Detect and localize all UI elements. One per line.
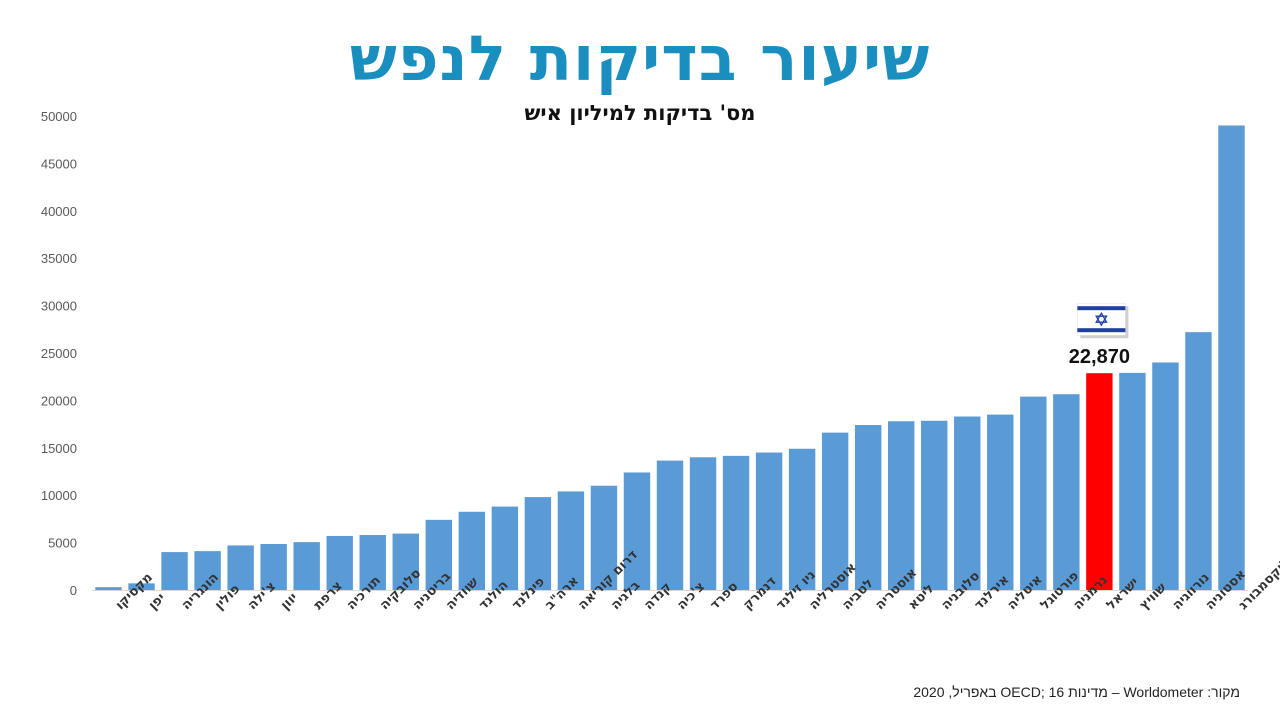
x-tick-label: יוון	[278, 590, 301, 613]
bar	[458, 511, 486, 590]
bar	[722, 455, 750, 590]
y-axis: 0 5000 10000 15000 20000 25000 30000 35000 40000…	[41, 109, 77, 598]
y-tick-label: 25000	[41, 346, 77, 361]
bar	[921, 420, 948, 590]
chart-subtitle: מס' בדיקות למיליון איש	[524, 101, 756, 125]
bar	[623, 472, 651, 590]
page-title: שיעור בדיקות לנפש	[349, 22, 931, 95]
bar-highlight	[1086, 373, 1113, 590]
bar	[656, 460, 684, 590]
bar	[161, 552, 188, 590]
y-tick-label: 35000	[41, 251, 77, 266]
y-tick-label: 30000	[41, 299, 77, 314]
y-tick-label: 15000	[41, 441, 77, 456]
bar	[821, 432, 849, 590]
y-tick-label: 45000	[41, 156, 77, 171]
bar	[788, 448, 816, 590]
y-tick-label: 0	[70, 583, 77, 598]
bar	[194, 551, 221, 590]
bar	[128, 583, 155, 590]
bar	[987, 414, 1014, 590]
bar	[954, 416, 981, 590]
bar	[557, 491, 585, 590]
bar	[689, 457, 717, 590]
y-tick-label: 5000	[48, 536, 77, 551]
bar	[1119, 372, 1146, 590]
y-tick-label: 40000	[41, 204, 77, 219]
bar	[1152, 362, 1179, 590]
bar	[524, 497, 552, 590]
y-tick-label: 20000	[41, 393, 77, 408]
bar	[1053, 394, 1080, 590]
israel-flag-icon	[1077, 302, 1129, 339]
bar	[95, 587, 122, 590]
bar	[326, 535, 353, 590]
bar	[887, 421, 915, 590]
x-tick-label: יפן	[146, 591, 169, 614]
y-tick-label: 10000	[41, 488, 77, 503]
bar	[755, 452, 783, 590]
bar	[590, 485, 618, 590]
highlight-annotation: 22,870	[1069, 302, 1130, 368]
bar	[854, 425, 882, 590]
bar	[227, 545, 254, 590]
bar	[491, 506, 519, 590]
bar	[293, 542, 320, 590]
bar	[392, 533, 419, 590]
y-tick-label: 50000	[41, 109, 77, 124]
bar	[359, 535, 386, 590]
bar	[1020, 396, 1047, 590]
bar	[1185, 332, 1212, 590]
bar	[425, 519, 453, 590]
bars-group	[95, 125, 1245, 590]
bar	[260, 544, 287, 590]
highlight-value-label: 22,870	[1069, 346, 1130, 368]
source-note: מקור: Worldometer – מדינות OECD; 16 באפר…	[913, 684, 1240, 700]
bar	[1218, 125, 1245, 590]
